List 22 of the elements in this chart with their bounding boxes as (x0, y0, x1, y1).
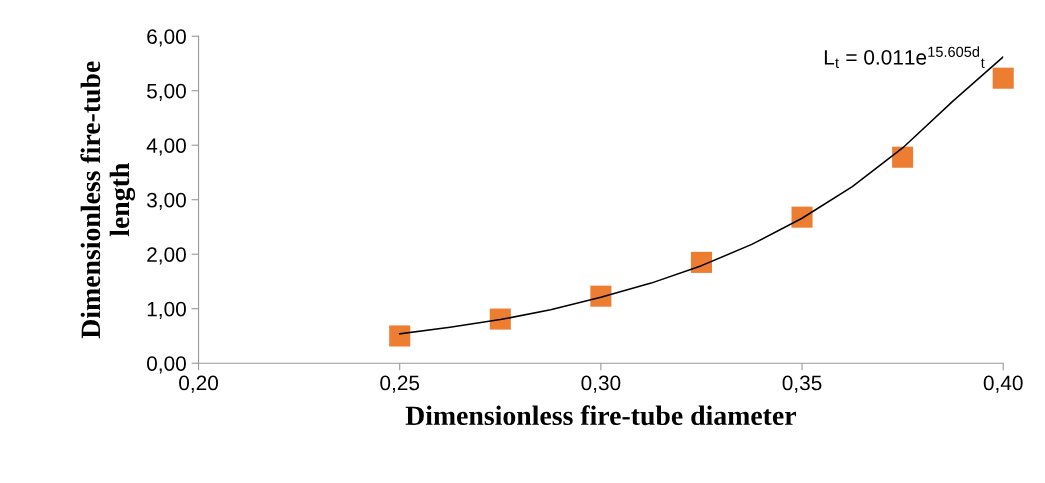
annotation: L$_{t}$ = 0.011e$^{15.605d}$$_{t}$ (824, 46, 985, 68)
point (389, 325, 411, 347)
point (892, 146, 914, 168)
point (992, 67, 1014, 89)
x-tick-label: 0,25 (380, 375, 420, 393)
point (590, 285, 612, 307)
y-tick-label: 6,00 (147, 29, 186, 47)
x-tick-label: 0,20 (179, 375, 219, 393)
point (690, 251, 712, 273)
point (489, 308, 511, 330)
point (791, 206, 813, 228)
y-tick-label: 3,00 (147, 192, 186, 210)
y-tick-label: 0,00 (147, 356, 186, 374)
y-tick-label: 4,00 (146, 138, 186, 156)
x-tick-label: 0,40 (983, 375, 1023, 393)
y-tick-label: 5,00 (147, 83, 186, 101)
x-tick-label: 0,35 (782, 375, 822, 393)
y-tick-label: 1,00 (147, 301, 186, 319)
x-axis-title: Dimensionless fire-tube diameter (405, 405, 796, 426)
y-tick-label: 2,00 (147, 247, 186, 265)
y-axis-title: Dimensionless fire-tube length (80, 61, 136, 339)
x-tick-label: 0,30 (581, 375, 621, 393)
